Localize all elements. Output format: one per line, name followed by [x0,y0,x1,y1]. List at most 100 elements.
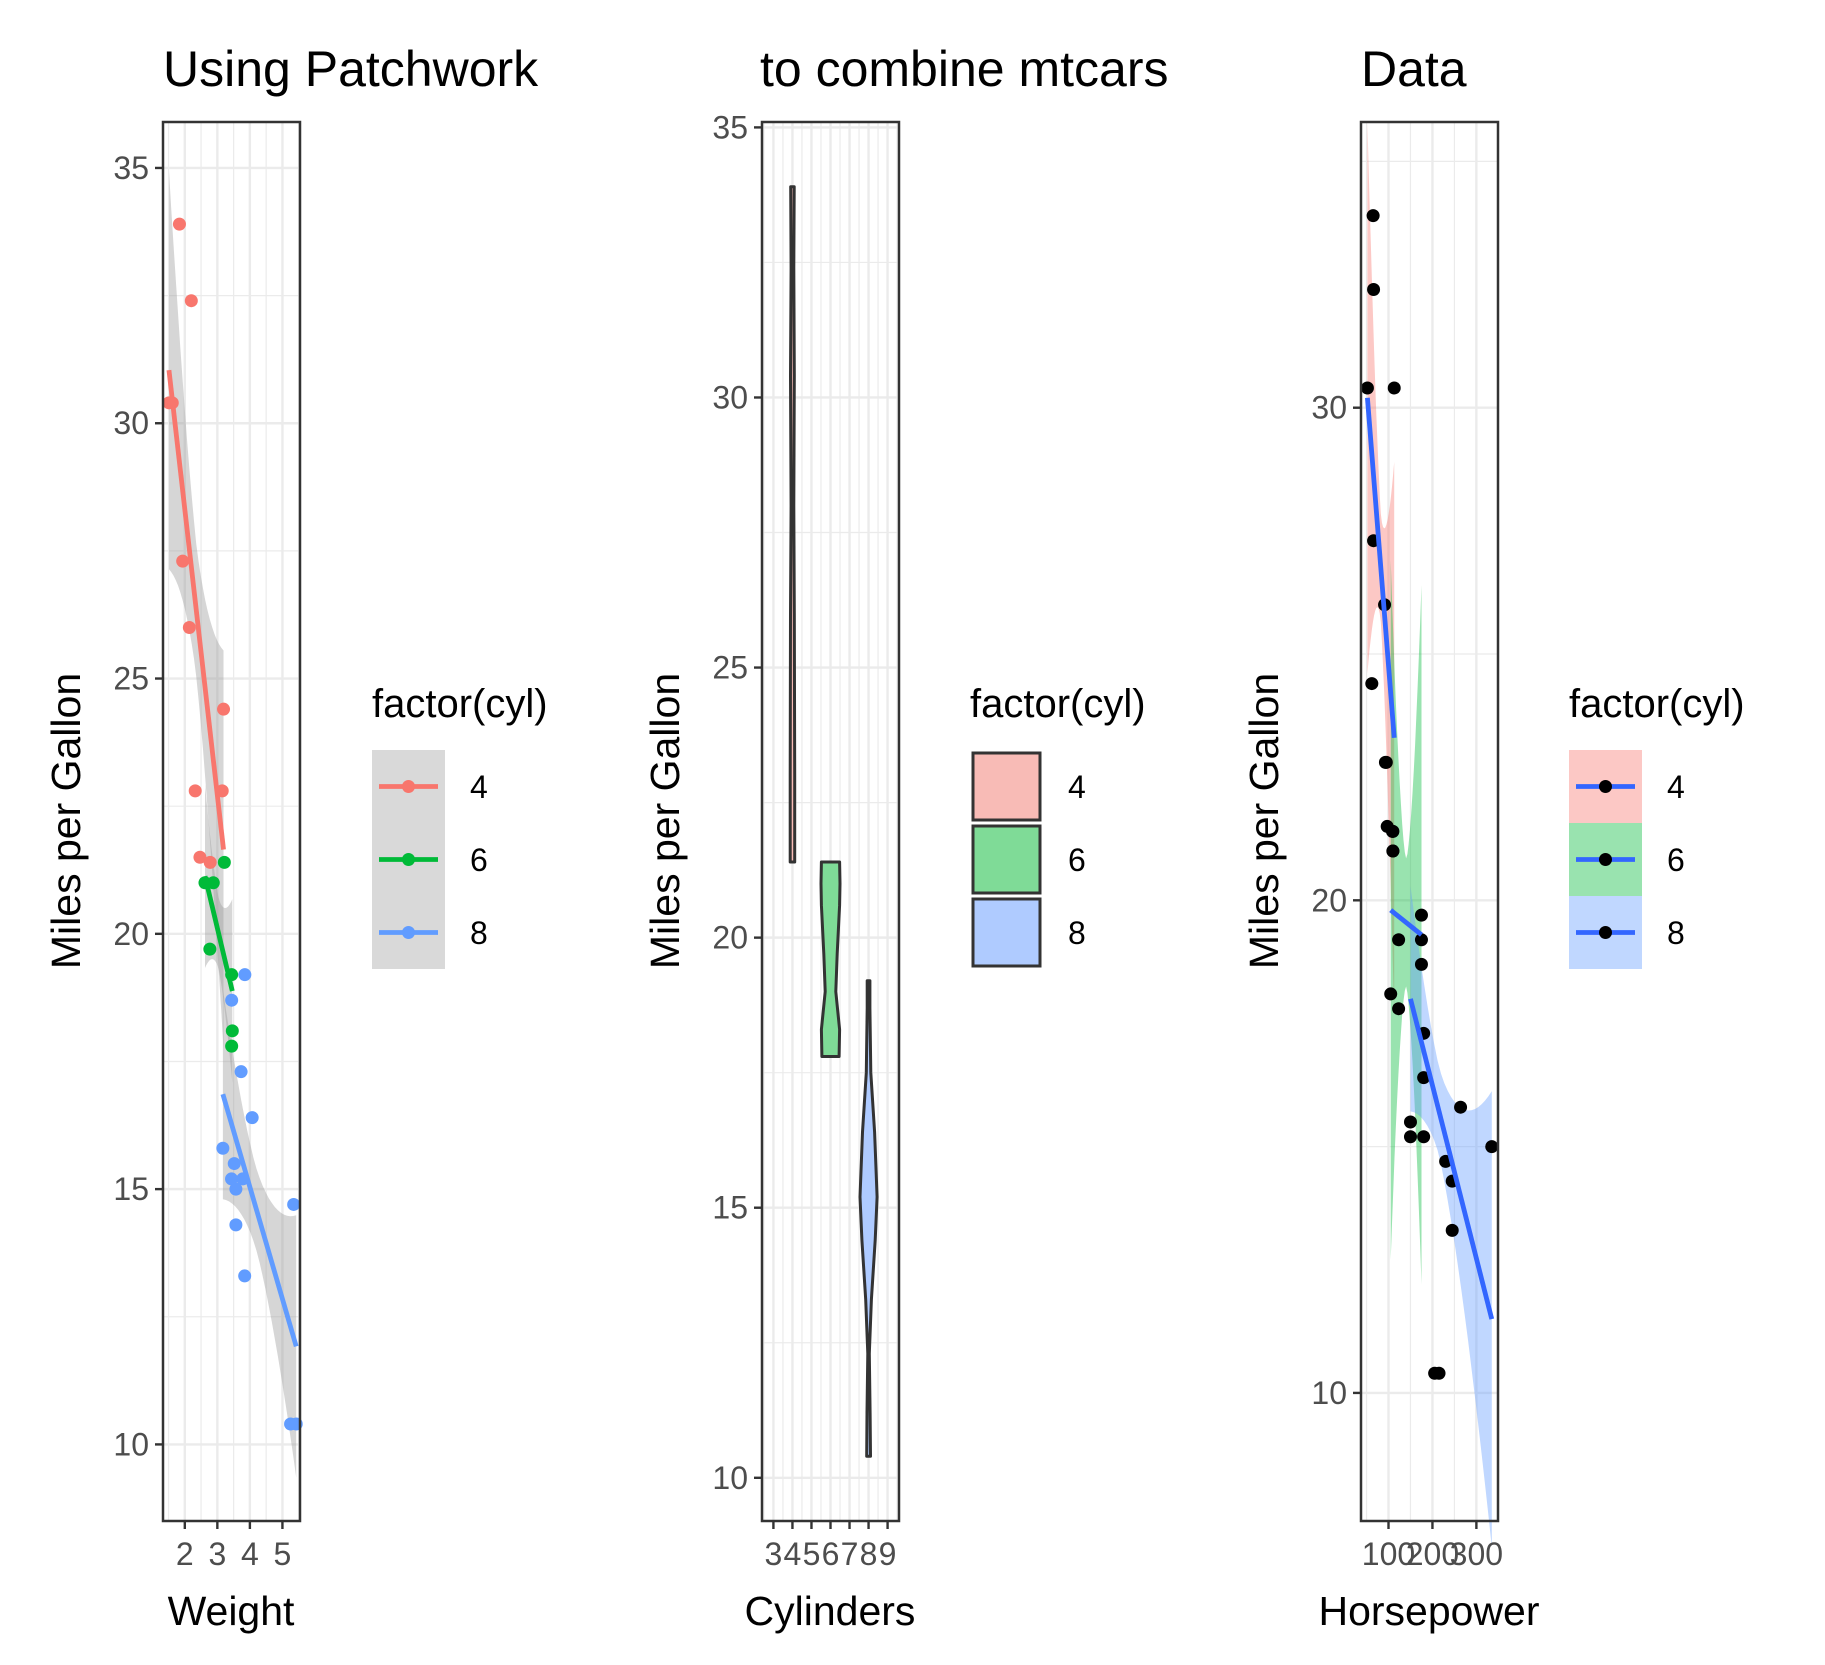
y-tick-label: 35 [712,109,748,145]
data-point [229,1218,243,1232]
panel-2-legend: factor(cyl) 4 6 8 [970,682,1146,968]
panel-3-y-axis: 10 20 30 [1311,390,1361,1411]
panel-3-x-axis-title: Horsepower [1318,1588,1539,1634]
data-point [225,1039,239,1053]
legend-title: factor(cyl) [970,682,1146,726]
panel-3-title: Data [1361,41,1467,97]
data-point [1417,1071,1431,1085]
panel-2-y-axis-title: Miles per Gallon [642,673,688,969]
data-point [1366,209,1380,223]
legend-key-swatch [971,897,1042,968]
data-point [182,620,196,634]
x-tick-label: 8 [860,1536,878,1572]
panel-3-grid [1361,122,1498,1521]
legend-key-point [402,780,415,793]
y-tick-label: 25 [113,661,149,697]
data-point [245,1111,259,1125]
panel-3-border [1359,120,1500,1523]
x-tick-label: 100 [1362,1536,1415,1572]
panel-2-title: to combine mtcars [760,41,1168,97]
fit-line-8 [220,1093,299,1348]
y-tick-label: 10 [1311,1375,1347,1411]
y-tick-label: 10 [712,1460,748,1496]
panel-2-y-axis: 10 15 20 25 30 35 [712,109,762,1496]
y-tick-label: 20 [1311,882,1347,918]
data-point [238,1269,252,1283]
data-point [1445,1223,1459,1237]
data-point [184,294,198,308]
legend-label: 8 [1667,915,1685,951]
panel-1-title: Using Patchwork [163,41,539,97]
data-point [1387,381,1401,395]
data-point [1392,933,1406,947]
data-point [217,702,231,716]
data-point [1417,1130,1431,1144]
data-point [188,784,202,798]
data-point [225,993,239,1007]
violin-4 [788,185,797,864]
y-tick-label: 35 [113,150,149,186]
y-tick-label: 10 [113,1426,149,1462]
data-point [1414,933,1428,947]
legend-key-point [1599,780,1612,793]
panel-1-border [161,120,302,1523]
data-point [172,217,186,231]
legend-key-swatch [971,824,1042,895]
panel-1-x-axis-title: Weight [168,1588,295,1634]
panel-2-x-axis-title: Cylinders [745,1588,916,1634]
data-point [1379,755,1393,769]
data-point [227,1157,241,1171]
legend-label: 6 [1667,842,1685,878]
x-tick-label: 9 [879,1536,897,1572]
fit-line-4 [1365,397,1397,738]
panel-1-y-axis-title: Miles per Gallon [43,673,89,969]
panel-3-fit-lines [1365,397,1495,1320]
legend-label: 8 [1068,915,1086,951]
fit-line-6 [1389,908,1423,937]
data-point [1432,1366,1446,1380]
panel-3-points [1360,209,1499,1380]
data-point [1414,908,1428,922]
y-tick-label: 20 [113,916,149,952]
legend-title: factor(cyl) [372,682,548,726]
legend-key-point [1599,926,1612,939]
fit-line-8 [1408,998,1495,1320]
legend-title: factor(cyl) [1569,682,1745,726]
x-tick-label: 2 [176,1536,194,1572]
data-point [216,1141,230,1155]
data-point [203,855,217,869]
y-tick-label: 30 [712,379,748,415]
x-tick-label: 6 [822,1536,840,1572]
data-point [1360,381,1374,395]
y-tick-label: 25 [712,650,748,686]
x-tick-label: 4 [784,1536,802,1572]
data-point [1454,1100,1468,1114]
data-point [176,554,190,568]
x-tick-label: 3 [765,1536,783,1572]
x-tick-label: 3 [208,1536,226,1572]
fit-line-4 [166,369,226,850]
legend-label: 6 [1068,842,1086,878]
data-point [229,1182,243,1196]
x-tick-label: 200 [1406,1536,1459,1572]
y-tick-label: 15 [113,1171,149,1207]
x-tick-label: 5 [803,1536,821,1572]
data-point [203,942,217,956]
data-point [238,968,252,982]
confidence-band-8 [222,989,297,1478]
y-tick-label: 20 [712,920,748,956]
x-tick-label: 300 [1450,1536,1503,1572]
data-point [1386,844,1400,858]
legend-key-point [402,853,415,866]
data-point [287,1197,301,1211]
data-point [1367,282,1381,296]
y-tick-label: 30 [1311,390,1347,426]
legend-key-point [1599,853,1612,866]
legend-label: 4 [470,769,488,805]
data-point [206,876,220,890]
x-tick-label: 7 [841,1536,859,1572]
